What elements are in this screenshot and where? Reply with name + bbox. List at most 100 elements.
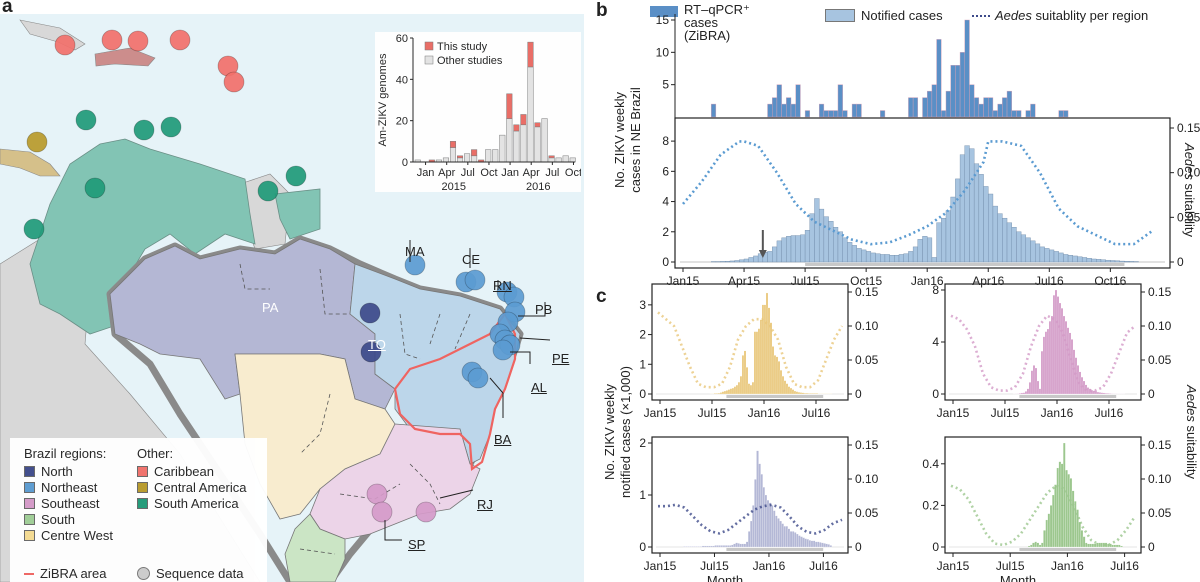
notified-case-bar — [687, 546, 690, 548]
y2-tick-label: 0.05 — [855, 353, 879, 367]
notified-case-bar — [703, 545, 707, 548]
bar-other-studies — [569, 157, 576, 163]
y2-tick-label: 0.15 — [1148, 438, 1172, 452]
notified-case-bar — [837, 231, 843, 263]
sequence-point-south-america — [285, 165, 307, 187]
notified-case-bar — [1002, 217, 1008, 263]
notified-case-bar — [776, 240, 782, 263]
notified-case-bar — [1052, 494, 1055, 548]
notified-case-bar — [1060, 463, 1064, 548]
legend-other-central-america: Central America — [137, 480, 246, 495]
notified-case-bar — [741, 543, 745, 548]
notified-case-bar — [733, 386, 737, 395]
notified-case-bar — [772, 246, 778, 263]
notified-case-bar — [783, 380, 787, 395]
notified-case-bar — [1038, 544, 1042, 548]
notified-case-bar — [1085, 542, 1088, 548]
suitability-y-tick-label: 0.05 — [1177, 210, 1200, 224]
notified-case-bar — [847, 242, 853, 263]
notified-case-bar — [1081, 257, 1088, 263]
c-y-axis-label-line1: No. ZIKV weekly — [602, 383, 617, 480]
y2-tick-label: 0.10 — [855, 472, 879, 486]
swatch-icon — [137, 482, 148, 493]
arrow-down-icon — [758, 250, 767, 258]
notified-case-bar — [706, 545, 709, 548]
zibra-case-bar — [856, 103, 862, 118]
notified-case-bar — [781, 237, 787, 263]
state-label-al: AL — [531, 380, 547, 395]
highlight-range-bar — [726, 395, 824, 398]
notified-case-bar — [1111, 544, 1114, 548]
label-leader-line — [439, 489, 474, 499]
x-tick-label: Jul15 — [700, 559, 729, 573]
notified-case-bar — [773, 355, 777, 395]
notified-case-bar — [1065, 469, 1068, 548]
notified-case-bar — [710, 545, 713, 548]
notified-case-bar — [1048, 321, 1052, 395]
notified-case-bar — [1047, 513, 1051, 548]
sequence-point-north — [360, 341, 382, 363]
notified-case-bar — [818, 208, 825, 263]
notified-case-bar — [753, 255, 759, 263]
hispaniola-landmass — [94, 47, 156, 67]
label-leader-line — [489, 377, 504, 418]
legend-label: South — [41, 512, 75, 527]
notified-case-bar — [716, 545, 719, 548]
y2-tick-label: 0.15 — [855, 285, 879, 299]
notified-case-bar — [759, 319, 763, 395]
notified-case-bar — [1082, 380, 1086, 395]
zibra-area-outline — [393, 311, 517, 472]
zika-map: PA TO MA CE RN PB PE AL BA RJ SP 0 20 40 60… — [0, 14, 584, 582]
notified-case-bar — [754, 479, 757, 548]
y-tick-label: 0 — [639, 387, 646, 401]
zibra-case-bar — [842, 110, 848, 118]
notified-case-bar — [723, 390, 727, 395]
notified-case-bar — [763, 304, 767, 395]
sequence-point-southeast — [366, 483, 388, 505]
notified-case-bar — [969, 148, 975, 263]
x-tick-label: Jan — [501, 167, 519, 179]
notified-case-bar — [959, 154, 965, 263]
label-leader-line — [510, 351, 531, 364]
notified-case-bar — [806, 539, 809, 548]
notified-case-bar — [748, 257, 754, 263]
legend-label: North — [41, 464, 73, 479]
label-leader-line — [384, 520, 402, 541]
legend-label: Northeast — [41, 480, 98, 495]
notified-case-bar — [779, 370, 783, 395]
notified-case-bar — [931, 257, 937, 263]
notified-case-bar — [1006, 222, 1012, 263]
notified-case-bar — [903, 253, 909, 263]
notified-case-bar — [787, 528, 791, 548]
state-label-to: TO — [368, 337, 386, 352]
swatch-icon — [24, 498, 35, 509]
sequence-circle-icon — [137, 567, 150, 580]
x-tick-label: Oct15 — [850, 274, 882, 288]
notified-plot-frame — [674, 117, 1171, 269]
x-tick-label: Jul16 — [809, 559, 838, 573]
notified-case-bar — [796, 533, 799, 548]
bar-other-studies — [506, 118, 513, 163]
legend-label: Caribbean — [154, 464, 214, 479]
notified-case-bar — [803, 393, 807, 395]
notified-case-bar — [1100, 392, 1104, 395]
notified-case-bar — [1106, 393, 1110, 395]
sequence-point-south-america — [84, 177, 106, 199]
notified-case-bar — [717, 393, 721, 395]
y-axis-label-line2: cases in NE Brazil — [628, 87, 643, 193]
zibra-case-bar — [880, 110, 886, 118]
panel-c-centre-west: 0 1 2 3 0 0.05 0.10 0.15 Jan15 Jul15 Jan16 Jul16 — [639, 283, 879, 420]
notified-case-bar — [771, 346, 775, 395]
notified-case-bar — [1024, 391, 1028, 395]
state-label-rj: RJ — [477, 497, 493, 512]
notified-case-bar — [1011, 227, 1017, 263]
notified-case-bar — [815, 393, 819, 395]
y2-tick-label: 0.15 — [855, 438, 879, 452]
notified-case-bar — [787, 386, 791, 395]
notified-case-bar — [815, 541, 818, 548]
notified-case-bar — [691, 546, 694, 548]
legend-sequence-label: Sequence data — [156, 566, 244, 581]
notified-case-bar — [758, 463, 761, 548]
y2-tick-label: 0.10 — [855, 319, 879, 333]
y2-tick-label: 0 — [855, 540, 862, 554]
